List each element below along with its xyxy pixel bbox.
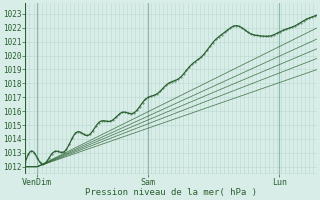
X-axis label: Pression niveau de la mer( hPa ): Pression niveau de la mer( hPa ): [85, 188, 257, 197]
